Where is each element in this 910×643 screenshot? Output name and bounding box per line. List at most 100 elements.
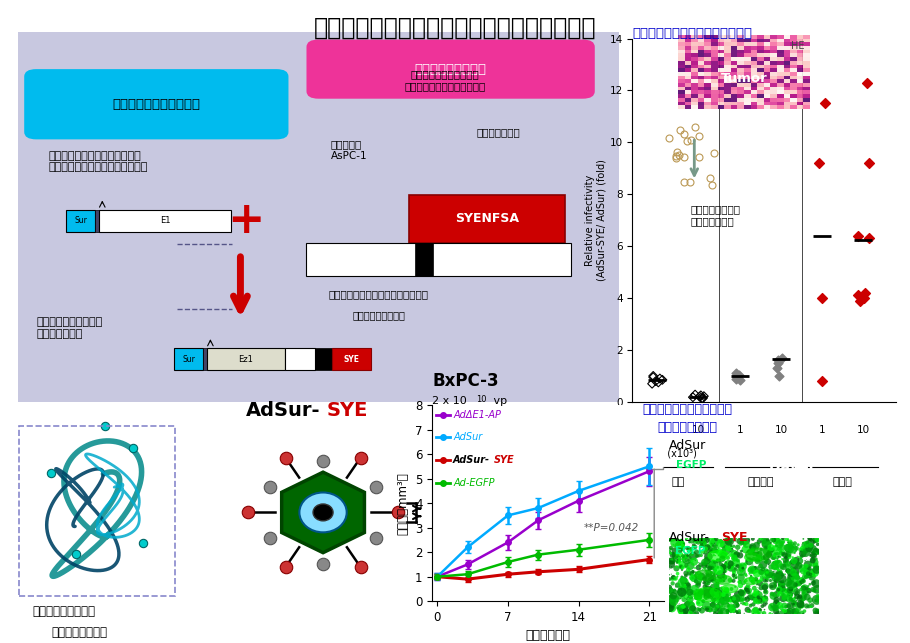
Point — [739, 559, 753, 569]
Point — [760, 588, 774, 599]
Point — [740, 556, 754, 566]
Point — [784, 577, 798, 587]
Point — [740, 583, 754, 593]
Point — [798, 540, 813, 550]
Point — [799, 572, 814, 582]
Point — [676, 595, 691, 605]
Point — [742, 581, 756, 592]
Point — [701, 578, 715, 588]
Point — [746, 545, 761, 555]
Point — [679, 560, 693, 570]
Point — [780, 565, 794, 575]
Point — [784, 565, 799, 575]
Point — [705, 536, 720, 546]
Point — [667, 552, 682, 562]
Point — [750, 556, 764, 566]
Point — [680, 592, 694, 602]
Point — [770, 586, 784, 597]
Point — [752, 536, 766, 547]
Point — [722, 560, 736, 570]
Point — [750, 568, 764, 579]
Text: ペプチドディスプレイ・
アデノウイルスライブラリー: ペプチドディスプレイ・ アデノウイルスライブラリー — [404, 69, 485, 91]
Point — [719, 585, 733, 595]
Point — [718, 593, 733, 604]
Point — [748, 605, 763, 615]
Point — [682, 583, 696, 593]
Point — [667, 594, 682, 604]
Point — [801, 581, 815, 591]
Point — [790, 606, 804, 617]
Point — [690, 608, 704, 619]
Point — [719, 545, 733, 555]
Point — [729, 374, 743, 384]
Point — [804, 540, 818, 550]
Point — [691, 569, 705, 579]
Point — [810, 584, 824, 595]
Point — [717, 545, 732, 556]
Point — [811, 591, 825, 601]
Point — [777, 560, 792, 570]
Point — [730, 599, 744, 610]
Point — [769, 597, 784, 607]
Point — [706, 550, 721, 560]
Point — [729, 569, 743, 579]
Point — [707, 538, 722, 548]
Point — [672, 546, 687, 556]
Point — [685, 566, 700, 577]
Point — [759, 552, 774, 563]
Point — [800, 568, 814, 578]
Point — [675, 579, 690, 589]
Point — [797, 582, 812, 592]
Point — [785, 556, 800, 566]
Point — [733, 599, 748, 610]
Point — [704, 599, 719, 610]
Point — [773, 600, 787, 610]
Circle shape — [694, 570, 715, 580]
Point — [677, 602, 692, 613]
Point — [742, 592, 756, 602]
FancyBboxPatch shape — [25, 69, 288, 140]
Point — [741, 604, 755, 615]
Point — [717, 575, 732, 586]
Point — [759, 566, 774, 576]
Point — [698, 547, 713, 557]
Point — [775, 554, 790, 564]
Point — [777, 557, 792, 568]
Text: +: + — [228, 199, 265, 242]
Point — [675, 538, 690, 548]
Point — [760, 573, 774, 583]
Point — [663, 593, 678, 604]
Point — [678, 552, 693, 563]
Point — [739, 552, 753, 563]
Point — [700, 560, 714, 570]
FancyBboxPatch shape — [332, 349, 370, 370]
Point — [672, 602, 686, 612]
Point — [669, 563, 683, 574]
Point — [739, 584, 753, 594]
Point — [719, 550, 733, 560]
Point — [706, 560, 721, 570]
Point — [752, 606, 766, 617]
Point — [746, 577, 761, 587]
Point — [730, 549, 744, 559]
Point — [693, 539, 708, 550]
Point — [728, 533, 743, 543]
Point — [673, 593, 688, 604]
Point — [738, 599, 753, 610]
Point — [755, 564, 770, 574]
Point — [710, 581, 724, 591]
Point — [687, 573, 702, 583]
Point — [753, 566, 768, 576]
Point — [798, 587, 813, 597]
Point — [677, 585, 692, 595]
Point — [754, 567, 769, 577]
Point — [743, 556, 758, 566]
Point — [810, 559, 824, 569]
Point — [800, 538, 814, 548]
Point — [700, 604, 714, 614]
Point — [766, 604, 781, 614]
Point — [774, 547, 788, 557]
Point — [788, 592, 803, 602]
Point — [733, 375, 747, 385]
Point — [765, 545, 780, 555]
